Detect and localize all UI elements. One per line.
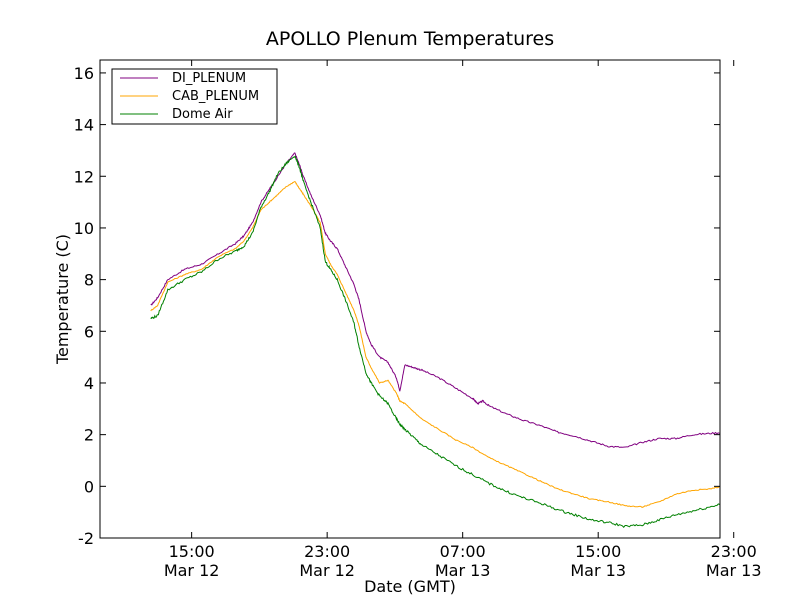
- x-tick-label-time: 23:00: [304, 542, 350, 561]
- y-tick-label: 4: [84, 374, 94, 393]
- legend-label-di-plenum: DI_PLENUM: [172, 71, 246, 86]
- y-tick-label: 0: [84, 477, 94, 496]
- y-axis-title: Temperature (C): [53, 234, 72, 365]
- legend-label-cab-plenum: CAB_PLENUM: [172, 89, 259, 104]
- series-line-cab-plenum: [150, 181, 720, 508]
- y-tick-label: 14: [74, 116, 94, 135]
- x-tick-label-time: 15:00: [575, 542, 621, 561]
- plot-frame: [99, 59, 721, 539]
- x-tick-label-date: Mar 12: [164, 561, 220, 580]
- legend-label-dome-air: Dome Air: [172, 107, 233, 122]
- y-tick-label: 16: [74, 64, 94, 83]
- x-tick-label-time: 15:00: [169, 542, 215, 561]
- x-tick-label-date: Mar 13: [570, 561, 626, 580]
- y-tick-label: 8: [84, 271, 94, 290]
- y-tick-label: 10: [74, 219, 94, 238]
- x-tick-label-date: Mar 12: [299, 561, 355, 580]
- x-axis-title: Date (GMT): [364, 577, 456, 596]
- series-group: [150, 152, 720, 528]
- y-tick-label: 12: [74, 167, 94, 186]
- x-tick-label-time: 23:00: [711, 542, 757, 561]
- series-line-dome-air: [150, 155, 720, 528]
- x-tick-label-date: Mar 13: [706, 561, 762, 580]
- x-tick-label-date: Mar 13: [435, 561, 491, 580]
- x-tick-label-time: 07:00: [440, 542, 486, 561]
- y-tick-label: -2: [78, 529, 94, 548]
- chart-title: APOLLO Plenum Temperatures: [266, 28, 554, 50]
- y-tick-label: 2: [84, 426, 94, 445]
- y-tick-label: 6: [84, 322, 94, 341]
- plot-area: [99, 59, 721, 539]
- legend: DI_PLENUM CAB_PLENUM Dome Air: [111, 68, 278, 125]
- series-line-di-plenum: [150, 152, 720, 448]
